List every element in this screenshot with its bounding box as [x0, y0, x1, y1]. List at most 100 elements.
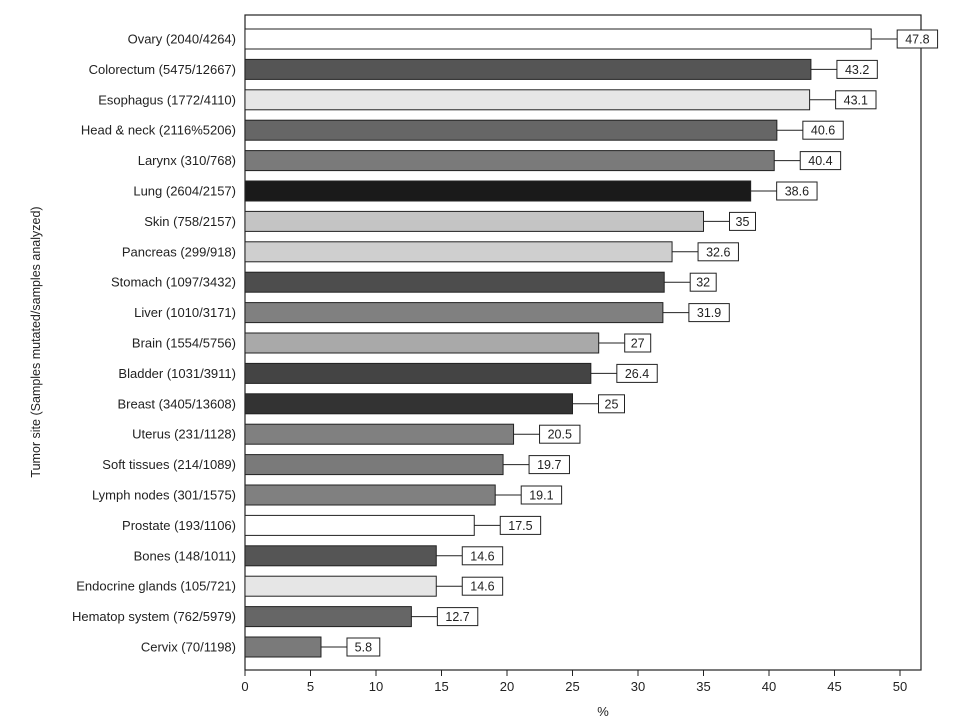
value-box	[624, 333, 652, 353]
category-label: Skin (758/2157)	[144, 214, 236, 229]
bar	[244, 180, 752, 202]
category-label: Lung (2604/2157)	[133, 184, 236, 199]
value-box	[802, 120, 844, 140]
bar	[244, 210, 704, 232]
category-label: Larynx (310/768)	[138, 153, 236, 168]
x-tick-label: 40	[762, 679, 776, 694]
value-box	[499, 515, 542, 535]
x-tick-label: 25	[565, 679, 579, 694]
bar	[244, 119, 778, 141]
bars-layer	[244, 28, 872, 658]
bar	[244, 241, 673, 263]
value-label: 32.6	[706, 245, 730, 259]
category-label: Soft tissues (214/1089)	[102, 457, 236, 472]
value-label: 14.6	[470, 549, 494, 563]
bar	[244, 271, 665, 293]
value-box	[835, 90, 877, 110]
bar	[244, 150, 775, 172]
x-tick-label: 0	[241, 679, 248, 694]
x-tick-label: 50	[893, 679, 907, 694]
value-box	[729, 211, 756, 231]
value-label: 14.6	[470, 580, 494, 594]
value-box	[461, 546, 504, 566]
category-label: Breast (3405/13608)	[117, 396, 236, 411]
category-label: Lymph nodes (301/1575)	[92, 488, 236, 503]
value-label: 47.8	[905, 33, 929, 47]
value-box	[528, 455, 570, 475]
category-label: Stomach (1097/3432)	[111, 275, 236, 290]
category-label: Pancreas (299/918)	[122, 244, 236, 259]
category-label: Brain (1554/5756)	[132, 336, 236, 351]
bar	[244, 28, 872, 50]
value-box	[520, 485, 563, 505]
value-label: 27	[631, 337, 645, 351]
value-label: 40.4	[808, 154, 832, 168]
bar	[244, 89, 811, 111]
bar	[244, 302, 664, 324]
bar	[244, 58, 812, 80]
bar	[244, 545, 437, 567]
y-axis-label: Tumor site (Samples mutated/samples anal…	[29, 206, 43, 477]
value-label: 35	[736, 215, 750, 229]
value-box	[896, 29, 939, 49]
bar	[244, 393, 573, 415]
value-label: 32	[696, 276, 710, 290]
value-label: 31.9	[697, 306, 721, 320]
value-label: 19.1	[529, 489, 553, 503]
category-label: Esophagus (1772/4110)	[98, 92, 236, 107]
value-box	[776, 181, 818, 201]
value-label: 26.4	[625, 367, 649, 381]
category-label: Ovary (2040/4264)	[128, 32, 236, 47]
bar	[244, 454, 504, 476]
value-label: 20.5	[548, 428, 572, 442]
bar	[244, 514, 475, 536]
value-box	[346, 637, 381, 657]
bar	[244, 423, 515, 445]
bar	[244, 636, 322, 658]
value-box	[598, 394, 625, 414]
value-labels: 47.8 43.2 43.1 40.6 40.4 38.6 35 32.6 32 31.9 27 26…	[320, 29, 939, 657]
category-label: Prostate (193/1106)	[122, 518, 236, 533]
x-tick-label: 10	[369, 679, 383, 694]
bar	[244, 332, 600, 354]
value-box	[539, 424, 581, 444]
bar	[244, 362, 592, 384]
value-label: 43.2	[845, 63, 869, 77]
category-label: Cervix (70/1198)	[141, 640, 236, 655]
category-label: Bladder (1031/3911)	[118, 366, 236, 381]
value-label: 38.6	[785, 185, 809, 199]
x-axis-label: %	[597, 704, 609, 719]
value-label: 5.8	[355, 641, 372, 655]
x-tick-label: 30	[631, 679, 645, 694]
category-labels: Ovary (2040/4264) Colorectum (5475/12667)…	[72, 32, 236, 655]
x-tick-label: 15	[434, 679, 448, 694]
value-label: 12.7	[445, 610, 469, 624]
x-tick-label: 35	[696, 679, 710, 694]
value-label: 25	[605, 397, 619, 411]
x-tick-label: 45	[827, 679, 841, 694]
category-label: Uterus (231/1128)	[132, 427, 236, 442]
x-axis-ticks: 0 5 10 15 20 25 30 35 40 45 50	[241, 670, 907, 694]
bar	[244, 484, 496, 506]
value-box	[688, 303, 730, 323]
category-label: Hematop system (762/5979)	[72, 609, 236, 624]
value-box	[436, 607, 479, 627]
value-box	[616, 363, 658, 383]
value-label: 40.6	[811, 124, 835, 138]
value-label: 43.1	[844, 93, 868, 107]
category-label: Endocrine glands (105/721)	[76, 579, 236, 594]
category-label: Liver (1010/3171)	[134, 305, 236, 320]
value-label: 17.5	[508, 519, 532, 533]
x-tick-label: 20	[500, 679, 514, 694]
value-box	[461, 576, 504, 596]
value-box	[836, 59, 878, 79]
category-label: Head & neck (2116%5206)	[81, 123, 236, 138]
value-box	[689, 272, 717, 292]
category-label: Bones (148/1011)	[134, 548, 236, 563]
bar	[244, 606, 412, 628]
value-label: 19.7	[537, 458, 561, 472]
category-label: Colorectum (5475/12667)	[89, 62, 236, 77]
value-box	[697, 242, 739, 262]
